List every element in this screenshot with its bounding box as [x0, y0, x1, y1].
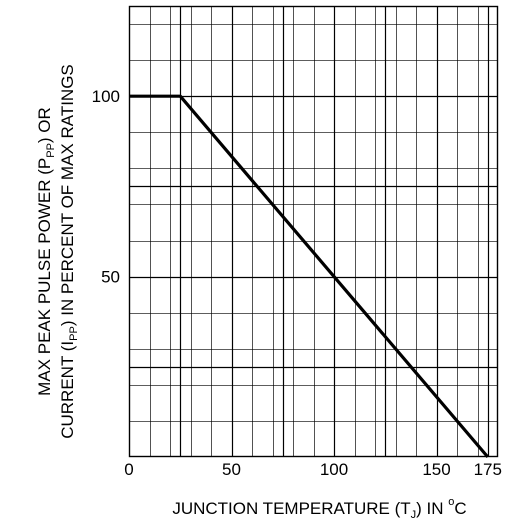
- y-tick-label: 50: [101, 268, 120, 287]
- x-tick-label: 50: [222, 460, 241, 479]
- plot-frame: [128, 5, 499, 458]
- x-tick-label: 0: [124, 460, 133, 479]
- y-axis-title-line1-text: MAX PEAK PULSE POWER (P: [35, 158, 54, 396]
- x-axis-title-text-after: ) IN: [416, 499, 448, 518]
- y-axis-title-line2-text: CURRENT (I: [58, 341, 77, 439]
- x-axis-title-text: JUNCTION TEMPERATURE (T: [172, 499, 410, 518]
- grid: [128, 5, 499, 458]
- series-layer: [129, 94, 490, 459]
- x-tick-label: 175: [474, 460, 502, 479]
- y-axis-title-line1-text-after: ) OR: [35, 107, 54, 143]
- x-tick-label: 100: [320, 460, 348, 479]
- y-axis-title-line2-subscript: PP: [68, 326, 80, 341]
- x-axis-title-degree: o: [448, 496, 454, 508]
- series-line-1: [129, 94, 490, 459]
- tick-labels: 0 50 100 150 175 50 100: [92, 87, 502, 479]
- y-tick-label: 100: [92, 87, 120, 106]
- x-tick-label: 150: [422, 460, 450, 479]
- x-axis-title-subscript: J: [411, 509, 417, 521]
- y-axis-title-line1: MAX PEAK PULSE POWER (PPP) OR: [35, 107, 57, 396]
- y-axis-title-line1-subscript: PP: [45, 143, 57, 158]
- x-axis-title: JUNCTION TEMPERATURE (TJ) IN oC: [172, 496, 466, 521]
- y-axis-title-line2-text-after: ) IN PERCENT OF MAX RATINGS: [58, 64, 77, 326]
- y-axis-title-line2: CURRENT (IPP) IN PERCENT OF MAX RATINGS: [58, 64, 80, 439]
- x-axis-title-unit: C: [454, 499, 466, 518]
